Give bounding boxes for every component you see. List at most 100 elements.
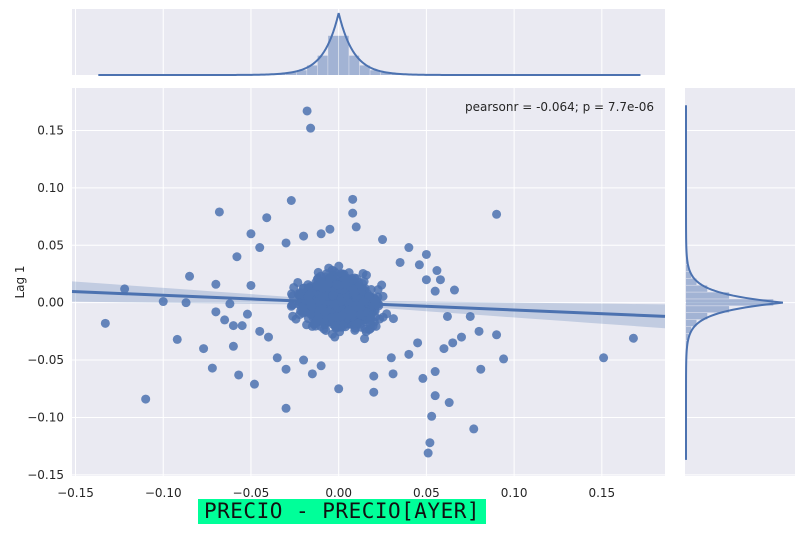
cloud-point (388, 314, 398, 324)
scatter-point (286, 195, 296, 205)
cloud-point (353, 318, 363, 328)
scatter-point (492, 209, 502, 219)
scatter-point (369, 371, 379, 381)
scatter-point (302, 106, 312, 116)
caption-label: PRECIO - PRECIO[AYER] (198, 499, 487, 524)
cloud-point (316, 276, 326, 286)
scatter-point (199, 344, 209, 354)
cloud-point (349, 288, 359, 298)
top-marginal-background (72, 9, 665, 75)
scatter-point (237, 321, 247, 331)
x-tick-labels: −0.15 −0.10 −0.05 0.00 0.05 0.10 0.15 (57, 486, 615, 500)
scatter-point (474, 326, 484, 336)
cloud-point (373, 285, 383, 295)
scatter-point (435, 275, 445, 285)
scatter-point (430, 391, 440, 401)
right-hist-bar (686, 312, 708, 320)
right-hist-bar (686, 333, 689, 341)
right-hist-bar (686, 285, 708, 292)
scatter-point (299, 231, 309, 241)
y-tick-label: −0.10 (27, 410, 64, 424)
scatter-point (299, 355, 309, 365)
scatter-point (449, 285, 459, 295)
scatter-point (418, 373, 428, 383)
scatter-point (423, 448, 433, 458)
scatter-point (388, 369, 398, 379)
scatter-point (281, 238, 291, 248)
cloud-point (358, 268, 368, 278)
y-tick-label: −0.15 (27, 468, 64, 482)
top-hist-bar (370, 70, 381, 75)
scatter-point (492, 330, 502, 340)
right-hist-bar (686, 306, 730, 313)
cloud-point (332, 312, 342, 322)
y-tick-label: −0.05 (27, 353, 64, 367)
scatter-point (469, 424, 479, 434)
pearson-annotation: pearsonr = -0.064; p = 7.7e-06 (465, 100, 654, 114)
cloud-point (293, 289, 303, 299)
scatter-point (207, 363, 217, 373)
cloud-point (317, 292, 327, 302)
cloud-point (350, 273, 360, 283)
scatter-point (439, 344, 449, 354)
x-tick-label: 0.00 (325, 486, 352, 500)
cloud-point (334, 261, 344, 271)
cloud-point (304, 290, 314, 300)
scatter-point (432, 266, 442, 276)
y-tick-labels: −0.15 −0.10 −0.05 0.00 0.05 0.10 0.15 (27, 123, 64, 481)
cloud-point (356, 310, 366, 320)
scatter-point (255, 243, 265, 253)
top-hist-bar (349, 55, 360, 75)
scatter-points (100, 106, 638, 458)
scatter-point (232, 252, 242, 262)
scatter-point (499, 354, 509, 364)
cloud-point (307, 301, 317, 311)
scatter-point (628, 333, 638, 343)
cloud-point (313, 267, 323, 277)
y-tick-label: 0.15 (37, 123, 64, 137)
scatter-point (386, 353, 396, 363)
scatter-point (430, 286, 440, 296)
top-hist-bar (359, 65, 370, 75)
cloud-point (350, 325, 360, 335)
scatter-point (316, 361, 326, 371)
scatter-point (172, 334, 182, 344)
scatter-point (421, 249, 431, 259)
top-hist-bar (286, 72, 297, 75)
scatter-point (272, 353, 282, 363)
cloud-point (299, 283, 309, 293)
y-tick-label: 0.10 (37, 181, 64, 195)
scatter-point (348, 194, 358, 204)
cloud-point (360, 334, 370, 344)
right-hist-bar (686, 319, 697, 327)
top-hist-bar (317, 55, 328, 75)
scatter-point (334, 384, 344, 394)
cloud-point (293, 277, 303, 287)
scatter-point (263, 332, 273, 342)
cloud-point (310, 319, 320, 329)
scatter-point (185, 271, 195, 281)
scatter-point (599, 353, 609, 363)
cloud-point (378, 291, 388, 301)
scatter-point (249, 379, 259, 389)
scatter-point (425, 438, 435, 448)
scatter-point (211, 307, 221, 317)
y-tick-label: 0.00 (37, 296, 64, 310)
cloud-point (325, 273, 335, 283)
cloud-point (332, 280, 342, 290)
cloud-point (340, 274, 350, 284)
top-hist-bar (338, 35, 349, 75)
scatter-point (255, 326, 265, 336)
scatter-point (351, 222, 361, 232)
scatter-point (120, 284, 130, 294)
x-tick-label: 0.15 (588, 486, 615, 500)
scatter-point (427, 411, 437, 421)
scatter-point (325, 224, 335, 234)
scatter-point (448, 338, 458, 348)
x-tick-label: 0.10 (501, 486, 528, 500)
right-hist-bar (686, 326, 692, 334)
scatter-point (211, 279, 221, 289)
scatter-point (395, 257, 405, 267)
scatter-point (476, 364, 486, 374)
